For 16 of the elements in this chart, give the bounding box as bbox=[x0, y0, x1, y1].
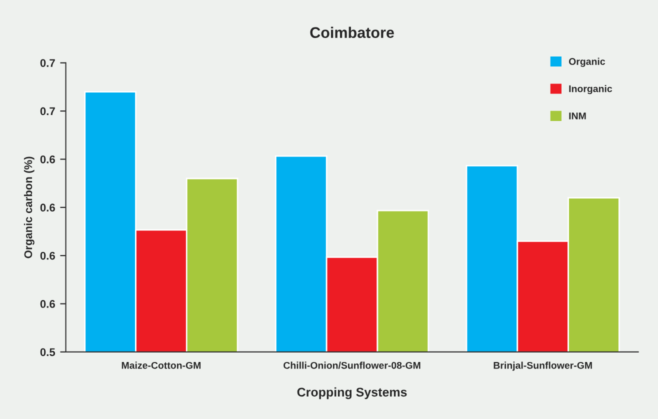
x-tick-label: Maize-Cotton-GM bbox=[122, 362, 201, 369]
y-tick-label: 0.7 bbox=[40, 107, 55, 116]
legend-label: Inorganic bbox=[569, 85, 612, 94]
y-tick-label: 0.6 bbox=[40, 155, 55, 164]
chart-title: Coimbatore bbox=[310, 26, 394, 38]
legend-label: Organic bbox=[568, 58, 606, 67]
y-tick-label: 0.6 bbox=[40, 204, 55, 212]
y-tick-label: 0.5 bbox=[40, 348, 56, 356]
y-tick-label: 0.6 bbox=[40, 300, 55, 308]
y-axis-title: Organic carbon (%) bbox=[24, 156, 34, 258]
x-tick-label: Chilli-Onion/Sunflower-08-GM bbox=[284, 362, 420, 369]
x-axis-title: Cropping Systems bbox=[297, 387, 407, 400]
legend-label: INM bbox=[569, 112, 586, 120]
y-tick-label: 0.6 bbox=[40, 252, 55, 260]
y-tick-label: 0.7 bbox=[40, 59, 55, 67]
x-tick-label: Brinjal-Sunflower-GM bbox=[494, 362, 592, 371]
